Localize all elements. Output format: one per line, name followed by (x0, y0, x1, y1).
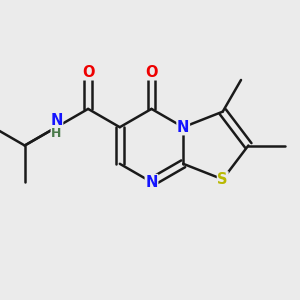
Text: N: N (145, 175, 158, 190)
Text: N: N (50, 113, 63, 128)
Text: O: O (82, 65, 94, 80)
Text: O: O (145, 65, 158, 80)
Text: H: H (51, 127, 62, 140)
Text: S: S (218, 172, 228, 187)
Text: N: N (177, 120, 189, 135)
